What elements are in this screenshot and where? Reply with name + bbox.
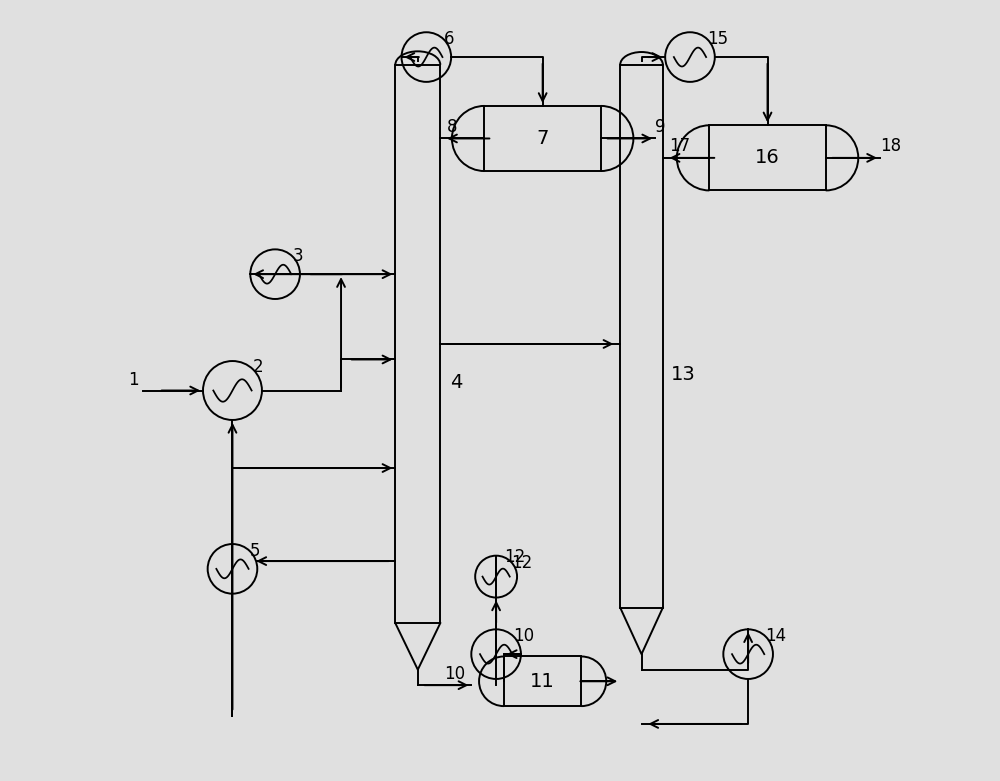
Text: 10: 10 <box>444 665 465 683</box>
Bar <box>504 657 581 706</box>
Bar <box>709 125 826 191</box>
Text: 7: 7 <box>536 129 549 148</box>
Text: 17: 17 <box>669 137 690 155</box>
Text: 4: 4 <box>450 373 462 392</box>
Text: 8: 8 <box>446 118 457 136</box>
Text: 2: 2 <box>253 358 264 376</box>
Text: 1: 1 <box>128 371 138 389</box>
Text: 6: 6 <box>444 30 454 48</box>
Text: 16: 16 <box>755 148 780 167</box>
Text: 15: 15 <box>707 30 728 48</box>
Text: 13: 13 <box>671 366 695 384</box>
Text: 9: 9 <box>655 118 666 136</box>
Bar <box>620 65 663 608</box>
Bar <box>484 106 601 171</box>
Bar <box>395 65 440 623</box>
Text: 11: 11 <box>530 672 555 690</box>
Text: 14: 14 <box>766 627 787 645</box>
Text: 18: 18 <box>880 137 901 155</box>
Text: 5: 5 <box>250 541 260 559</box>
Text: 3: 3 <box>292 247 303 265</box>
Text: 12: 12 <box>511 554 532 572</box>
Text: 10: 10 <box>513 627 535 645</box>
Text: 12: 12 <box>504 548 525 566</box>
